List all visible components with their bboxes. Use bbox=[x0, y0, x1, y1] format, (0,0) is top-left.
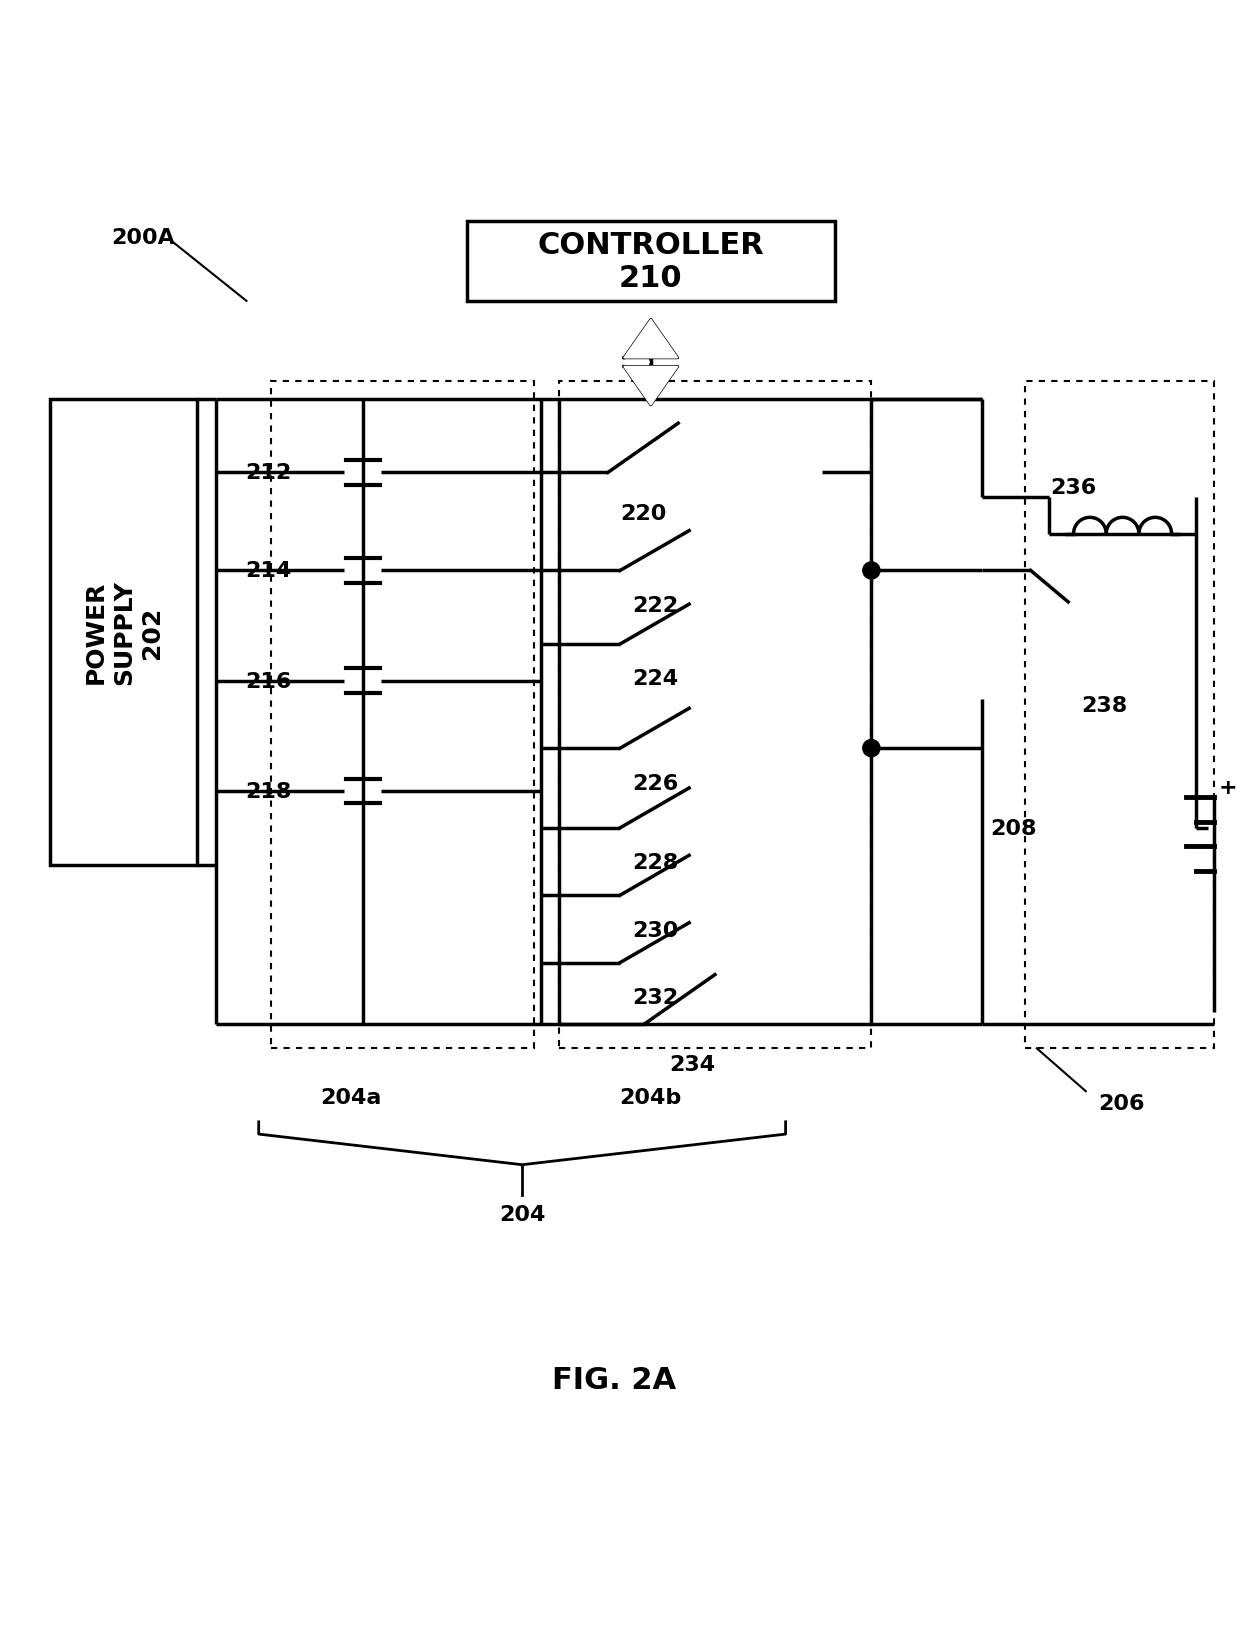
Text: 212: 212 bbox=[246, 463, 291, 483]
Text: 206: 206 bbox=[1099, 1093, 1145, 1113]
Text: 230: 230 bbox=[632, 920, 678, 940]
FancyBboxPatch shape bbox=[467, 222, 835, 302]
Polygon shape bbox=[624, 367, 678, 406]
Text: 226: 226 bbox=[632, 774, 678, 793]
Text: 238: 238 bbox=[1081, 695, 1127, 716]
Text: FIG. 2A: FIG. 2A bbox=[552, 1364, 676, 1394]
Text: 200A: 200A bbox=[112, 228, 176, 248]
Text: 214: 214 bbox=[246, 561, 291, 581]
Text: 224: 224 bbox=[632, 669, 678, 689]
Text: 234: 234 bbox=[670, 1054, 715, 1075]
Text: +: + bbox=[1218, 778, 1236, 798]
Circle shape bbox=[863, 739, 880, 757]
Text: 204b: 204b bbox=[620, 1087, 682, 1108]
Text: 208: 208 bbox=[991, 818, 1037, 839]
Text: 222: 222 bbox=[632, 596, 678, 615]
Text: 220: 220 bbox=[620, 504, 667, 524]
Text: 218: 218 bbox=[246, 782, 291, 801]
Text: 228: 228 bbox=[632, 854, 678, 873]
Polygon shape bbox=[624, 320, 678, 359]
Bar bbox=[1024, 382, 1214, 1049]
Text: CONTROLLER
210: CONTROLLER 210 bbox=[537, 230, 764, 294]
Bar bbox=[272, 382, 534, 1049]
Text: 236: 236 bbox=[1050, 478, 1096, 498]
Circle shape bbox=[863, 563, 880, 579]
Text: 216: 216 bbox=[246, 671, 291, 692]
Bar bbox=[559, 382, 872, 1049]
Text: 204: 204 bbox=[498, 1204, 546, 1224]
Text: 204a: 204a bbox=[320, 1087, 381, 1108]
FancyBboxPatch shape bbox=[51, 400, 197, 865]
Text: 232: 232 bbox=[632, 987, 678, 1007]
Text: POWER
SUPPLY
202: POWER SUPPLY 202 bbox=[84, 579, 164, 685]
